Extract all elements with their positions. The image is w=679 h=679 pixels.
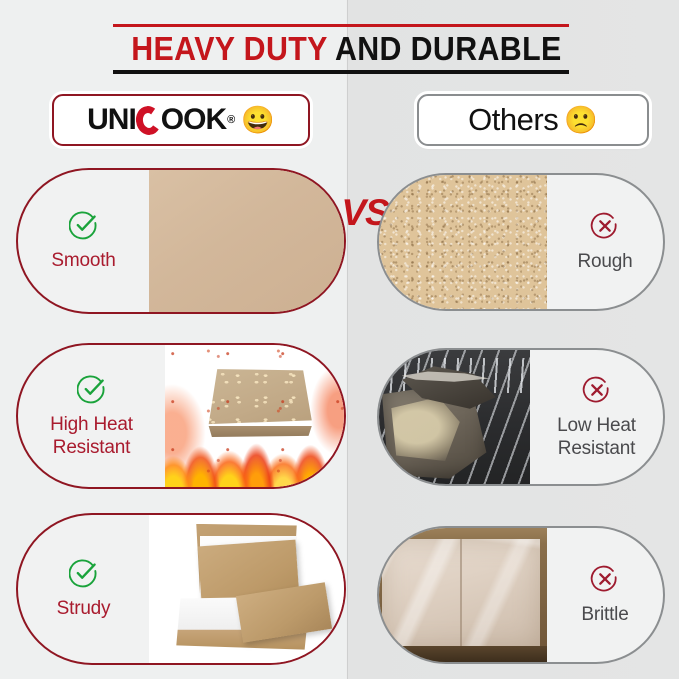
- others-label: Others: [468, 102, 559, 137]
- x-circle-icon: [590, 211, 620, 241]
- page-title-rest: AND DURABLE: [334, 30, 562, 67]
- smooth-label-cell: Smooth: [18, 170, 149, 312]
- brittle-label-cell: Brittle: [547, 528, 663, 662]
- brand-badge-unicook: UNI OOK ® 😀: [52, 94, 310, 146]
- center-divider: [347, 0, 348, 679]
- sturdy-label: Strudy: [56, 598, 111, 619]
- frowning-face-emoji: 🙁: [564, 104, 598, 135]
- cardboard-packaging-image: [149, 515, 344, 663]
- rough-label: Rough: [577, 251, 633, 272]
- title-bottom-rule: [113, 70, 569, 74]
- rough-stone-surface-image: [379, 175, 547, 309]
- feature-pill-brittle: Brittle: [377, 526, 665, 664]
- low-heat-label-line1: Low Heat: [557, 414, 636, 436]
- logo-text-suffix: OOK: [160, 103, 227, 136]
- trademark-symbol: ®: [227, 114, 236, 126]
- unicook-logo: UNI OOK ® 😀: [87, 103, 275, 137]
- high-heat-label-line1: High Heat: [50, 413, 133, 435]
- smooth-stone-surface-image: [149, 170, 344, 312]
- x-circle-icon: [582, 375, 612, 405]
- feature-pill-rough: Rough: [377, 173, 665, 311]
- high-heat-label-cell: High Heat Resistant: [18, 345, 165, 487]
- page-title: HEAVY DUTY AND DURABLE: [131, 27, 561, 70]
- check-circle-icon: [68, 210, 99, 240]
- check-circle-icon: [68, 558, 99, 588]
- page-title-block: HEAVY DUTY AND DURABLE: [113, 24, 569, 74]
- page-title-highlight: HEAVY DUTY: [131, 30, 328, 67]
- grinning-face-emoji: 😀: [241, 104, 275, 135]
- x-circle-icon: [590, 564, 620, 594]
- feature-pill-low-heat: Low Heat Resistant: [377, 348, 665, 486]
- plastic-wrapped-stones-image: [379, 528, 547, 662]
- high-heat-label-line2: Resistant: [52, 436, 131, 458]
- brittle-label: Brittle: [581, 604, 629, 625]
- brand-badge-others: Others 🙁: [417, 94, 649, 146]
- low-heat-label-line2: Resistant: [557, 437, 636, 459]
- smooth-label: Smooth: [51, 250, 116, 271]
- logo-text-prefix: UNI: [87, 103, 137, 136]
- title-top-rule: [113, 24, 569, 27]
- feature-pill-sturdy: Strudy: [16, 513, 346, 665]
- feature-pill-smooth: Smooth: [16, 168, 346, 314]
- sturdy-label-cell: Strudy: [18, 515, 149, 663]
- stone-in-flames-image: [165, 345, 344, 487]
- low-heat-label-cell: Low Heat Resistant: [530, 350, 663, 484]
- brand-comparison-row: UNI OOK ® 😀 VS Others 🙁: [0, 94, 679, 233]
- rough-label-cell: Rough: [547, 175, 663, 309]
- red-c-icon: [135, 106, 162, 135]
- cracked-stone-on-oven-rack-image: [379, 350, 530, 484]
- check-circle-icon: [76, 374, 107, 404]
- feature-pill-high-heat: High Heat Resistant: [16, 343, 346, 489]
